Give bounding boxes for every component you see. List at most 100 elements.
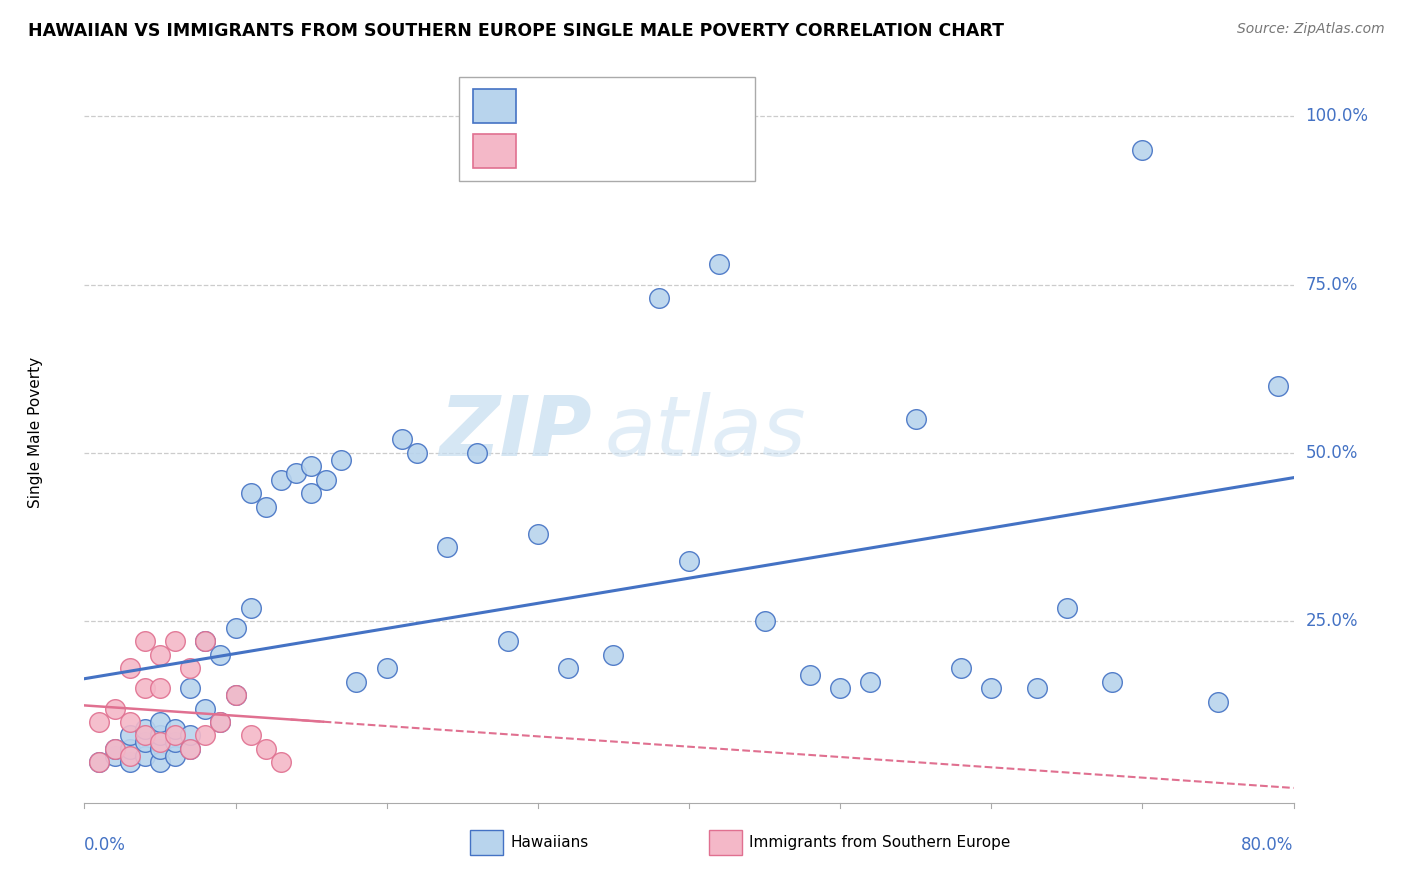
Point (149, 756, 172, 770)
Point (1130, 143, 1153, 157)
Text: Source: ZipAtlas.com: Source: ZipAtlas.com (1237, 22, 1385, 37)
Point (254, 742, 277, 756)
Point (165, 748, 187, 763)
Point (285, 466, 308, 480)
Point (134, 735, 156, 749)
Point (254, 500, 277, 514)
Point (225, 688, 247, 702)
Point (179, 729, 201, 743)
Text: HAWAIIAN VS IMMIGRANTS FROM SOUTHERN EUROPE SINGLE MALE POVERTY CORRELATION CHAR: HAWAIIAN VS IMMIGRANTS FROM SOUTHERN EUR… (28, 22, 1004, 40)
Point (209, 648, 232, 662)
Point (118, 729, 141, 743)
Text: R =  0.427   N = 60: R = 0.427 N = 60 (523, 96, 714, 114)
Point (1101, 674, 1123, 689)
Point (270, 473, 292, 487)
Point (375, 661, 398, 675)
Point (602, 648, 624, 662)
Point (799, 668, 821, 682)
Point (239, 600, 262, 615)
FancyBboxPatch shape (472, 134, 516, 168)
Point (134, 681, 156, 696)
Text: 0.0%: 0.0% (84, 837, 127, 855)
Point (118, 714, 141, 729)
Point (346, 674, 368, 689)
Point (134, 748, 156, 763)
Text: 25.0%: 25.0% (1306, 612, 1358, 630)
Point (406, 446, 429, 460)
Point (209, 714, 232, 729)
Point (648, 291, 671, 305)
Point (467, 446, 489, 460)
Text: atlas: atlas (605, 392, 806, 473)
Point (179, 742, 201, 756)
Point (179, 742, 201, 756)
Point (104, 748, 127, 763)
Point (709, 257, 731, 271)
Text: Immigrants from Southern Europe: Immigrants from Southern Europe (749, 836, 1011, 850)
Point (225, 621, 247, 635)
Point (678, 553, 700, 567)
Point (165, 722, 187, 736)
FancyBboxPatch shape (460, 78, 755, 181)
Point (104, 742, 127, 756)
Point (118, 742, 141, 756)
Point (149, 729, 172, 743)
Point (1206, 695, 1229, 709)
Text: Hawaiians: Hawaiians (510, 836, 589, 850)
Point (1056, 600, 1078, 615)
Point (104, 701, 127, 715)
Point (118, 748, 141, 763)
Point (270, 756, 292, 770)
Point (950, 661, 973, 675)
Point (165, 729, 187, 743)
Point (194, 729, 217, 743)
Point (194, 634, 217, 648)
Point (165, 735, 187, 749)
Point (194, 701, 217, 715)
Point (299, 486, 322, 500)
Point (118, 756, 141, 770)
Point (315, 473, 337, 487)
Point (149, 714, 172, 729)
Point (194, 634, 217, 648)
Point (89, 756, 111, 770)
Point (754, 614, 776, 628)
FancyBboxPatch shape (472, 89, 516, 123)
Point (89, 756, 111, 770)
Point (134, 722, 156, 736)
Point (89, 714, 111, 729)
Point (149, 648, 172, 662)
Text: 50.0%: 50.0% (1306, 444, 1358, 462)
Text: ZIP: ZIP (440, 392, 592, 473)
Text: Single Male Poverty: Single Male Poverty (28, 357, 44, 508)
Point (239, 729, 262, 743)
Text: R = -0.165   N = 24: R = -0.165 N = 24 (523, 141, 716, 159)
Point (1267, 378, 1289, 392)
Point (104, 742, 127, 756)
Point (239, 486, 262, 500)
Point (299, 459, 322, 474)
Point (149, 735, 172, 749)
Text: 75.0%: 75.0% (1306, 276, 1358, 293)
Point (527, 526, 550, 541)
Point (391, 433, 413, 447)
Point (165, 634, 187, 648)
Point (149, 681, 172, 696)
Point (1025, 681, 1047, 696)
Point (179, 681, 201, 696)
Point (980, 681, 1002, 696)
Point (209, 714, 232, 729)
Text: 100.0%: 100.0% (1306, 107, 1368, 125)
Point (179, 661, 201, 675)
Point (496, 634, 519, 648)
Text: 80.0%: 80.0% (1241, 837, 1294, 855)
Point (859, 674, 882, 689)
Point (330, 452, 353, 467)
Point (134, 634, 156, 648)
Point (557, 661, 579, 675)
Point (436, 540, 458, 554)
Point (225, 688, 247, 702)
Point (830, 681, 852, 696)
Point (134, 729, 156, 743)
Point (904, 412, 927, 426)
